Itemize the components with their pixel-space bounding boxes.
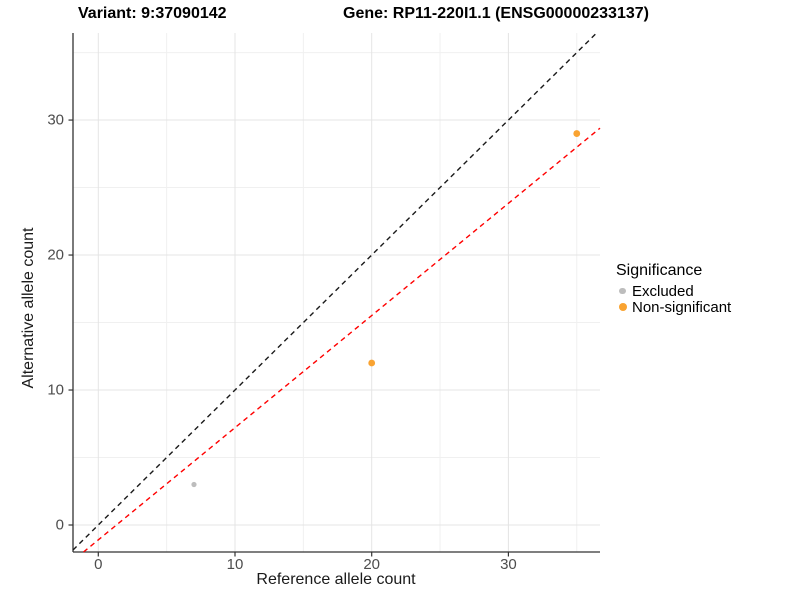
legend-dot-icon xyxy=(619,287,626,295)
x-tick-label: 20 xyxy=(363,556,381,573)
identity-line xyxy=(72,32,598,551)
legend-title: Significance xyxy=(616,262,703,279)
variant-title: Variant: 9:37090142 xyxy=(78,5,227,22)
gene-title: Gene: RP11-220I1.1 (ENSG00000233137) xyxy=(343,5,649,22)
legend-items: Excluded Non-significant xyxy=(616,282,732,316)
y-tick-label: 10 xyxy=(47,381,64,399)
data-point-non-significant xyxy=(368,359,376,367)
data-point-non-significant xyxy=(573,130,581,137)
legend-item-label: Non-significant xyxy=(632,298,732,316)
x-tick-label: 30 xyxy=(500,556,517,573)
y-axis-label: Alternative allele count xyxy=(20,227,37,389)
legend: Significance Excluded Non-significant xyxy=(616,262,732,316)
legend-dot-icon xyxy=(618,303,627,311)
y-tick-label: 20 xyxy=(47,246,64,264)
y-tick-label: 0 xyxy=(55,516,64,534)
fit-line xyxy=(83,127,601,553)
x-axis-label: Reference allele count xyxy=(256,571,416,588)
legend-key-box xyxy=(616,303,629,311)
legend-item-non-significant: Non-significant xyxy=(616,298,732,316)
legend-item-excluded: Excluded xyxy=(616,282,731,300)
legend-item-label: Excluded xyxy=(632,282,694,300)
data-point-excluded xyxy=(191,481,197,488)
y-tick-label: 30 xyxy=(47,111,64,129)
x-tick-label: 10 xyxy=(226,556,244,573)
legend-key-box xyxy=(616,287,629,295)
x-tick-label: 0 xyxy=(94,556,103,573)
